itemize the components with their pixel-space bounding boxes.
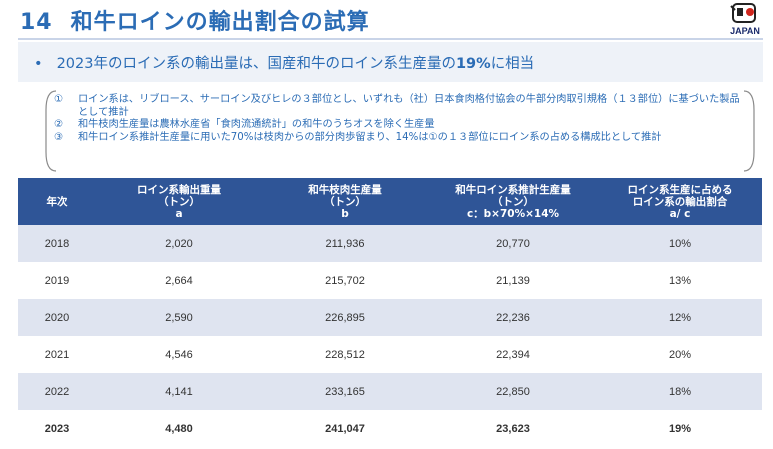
col-header-carcass: 和牛枝肉生産量 （トン） b: [262, 178, 428, 225]
note-item: ③ 和牛ロイン系推計生産量に用いた70%は枝肉からの部分肉歩留まり、14%は①の…: [54, 132, 662, 144]
summary-bullet: • 2023年のロイン系の輸出量は、国産和牛のロイン系生産量の19%に相当: [34, 52, 534, 73]
slide-number: 14: [20, 10, 53, 35]
table-row: 2020 2,590 226,895 22,236 12%: [18, 299, 762, 336]
right-bracket-icon: [743, 90, 755, 172]
col-header-year: 年次: [18, 178, 96, 225]
col-header-ratio: ロイン系生産に占める ロイン系の輸出割合 a/ c: [598, 178, 762, 225]
page-title: 14 和牛ロインの輸出割合の試算: [20, 4, 370, 36]
wagyu-japan-logo: JAPAN: [725, 2, 765, 36]
table-row: 2021 4,546 228,512 22,394 20%: [18, 336, 762, 373]
notes-list: ① ロイン系は、リブロース、サーロイン及びヒレの３部位とし、いずれも（社）日本食…: [54, 94, 744, 145]
title-divider: [18, 38, 763, 40]
bullet-dot-icon: •: [34, 56, 43, 72]
table-row-latest: 2023 4,480 241,047 23,623 19%: [18, 410, 762, 447]
note-item: ① ロイン系は、リブロース、サーロイン及びヒレの３部位とし、いずれも（社）日本食…: [54, 94, 740, 118]
note-item: ② 和牛枝肉生産量は農林水産省「食肉流通統計」の和牛のうちオスを除く生産量: [54, 119, 435, 131]
logo-text: JAPAN: [730, 26, 760, 36]
summary-pre: 2023年のロイン系の輸出量は、国産和牛のロイン系生産量の: [56, 56, 456, 72]
summary-post: に相当: [490, 56, 535, 72]
table-row: 2019 2,664 215,702 21,139 13%: [18, 262, 762, 299]
export-ratio-table: 年次 ロイン系輸出重量 （トン） a 和牛枝肉生産量 （トン） b 和牛ロイン系推計生産…: [18, 178, 762, 447]
left-bracket-icon: [45, 90, 57, 172]
table-header-row: 年次 ロイン系輸出重量 （トン） a 和牛枝肉生産量 （トン） b 和牛ロイン系推計生産…: [18, 178, 762, 225]
col-header-export: ロイン系輸出重量 （トン） a: [96, 178, 262, 225]
cattle-logo-icon: [730, 3, 756, 23]
col-header-loin-production: 和牛ロイン系推計生産量 （トン） c：b×70%×14%: [428, 178, 598, 225]
summary-highlight: 19%: [455, 56, 491, 72]
title-text: 和牛ロインの輸出割合の試算: [70, 10, 370, 35]
table-row: 2022 4,141 233,165 22,850 18%: [18, 373, 762, 410]
summary-band: [18, 42, 763, 82]
table-row: 2018 2,020 211,936 20,770 10%: [18, 225, 762, 262]
